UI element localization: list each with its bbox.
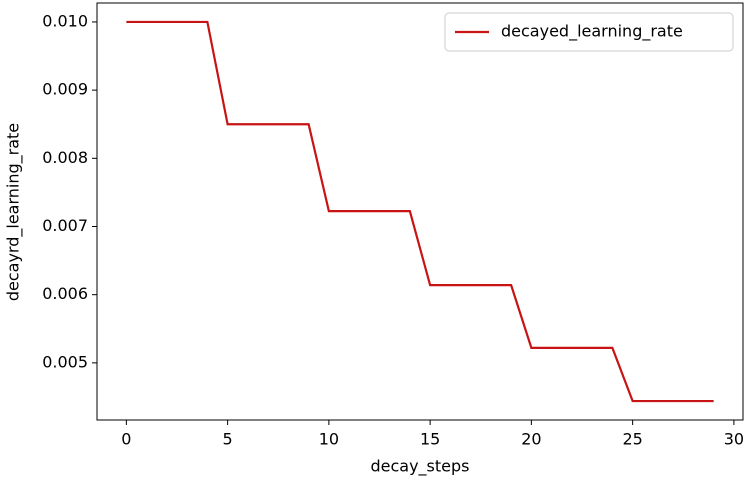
x-tick-label: 20	[521, 430, 541, 449]
x-axis-label: decay_steps	[370, 457, 469, 477]
legend-box	[444, 12, 734, 52]
x-tick-label: 15	[420, 430, 440, 449]
x-tick-label: 10	[319, 430, 339, 449]
x-tick-label: 5	[223, 430, 233, 449]
y-tick-label: 0.010	[42, 11, 88, 30]
plot-frame	[96, 2, 744, 421]
y-tick-label: 0.005	[42, 352, 88, 371]
y-tick-label: 0.007	[42, 216, 88, 235]
x-tick-label: 0	[121, 430, 131, 449]
line	[126, 20, 714, 403]
legend-label: decayed_learning_rate	[501, 22, 683, 42]
x-tick-label: 30	[724, 430, 744, 449]
y-tick-label: 0.006	[42, 284, 88, 303]
y-axis-label: decayrd_learning_rate	[4, 123, 24, 301]
x-tick-label: 25	[622, 430, 642, 449]
y-tick-label: 0.008	[42, 148, 88, 167]
y-tick-label: 0.009	[42, 80, 88, 99]
